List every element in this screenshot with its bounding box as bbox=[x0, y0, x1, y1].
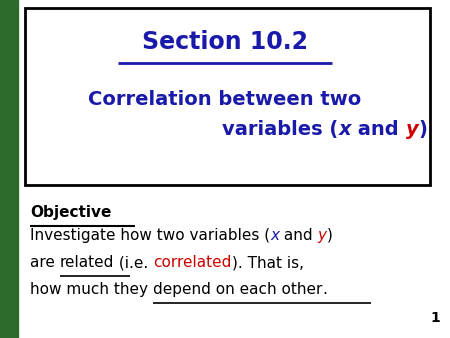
Text: ): ) bbox=[418, 120, 427, 139]
Bar bbox=[0, 0, 18, 338]
Text: Correlation between two: Correlation between two bbox=[88, 90, 362, 109]
Text: Section 10.2: Section 10.2 bbox=[142, 30, 308, 54]
Text: depend on each other: depend on each other bbox=[153, 282, 322, 297]
Text: x: x bbox=[339, 120, 351, 139]
FancyBboxPatch shape bbox=[25, 8, 430, 185]
Text: ). That is,: ). That is, bbox=[232, 255, 304, 270]
Text: and: and bbox=[279, 228, 318, 243]
Text: ): ) bbox=[327, 228, 333, 243]
Text: and: and bbox=[351, 120, 406, 139]
Text: variables (: variables ( bbox=[222, 120, 339, 139]
Text: y: y bbox=[318, 228, 327, 243]
Text: how much they: how much they bbox=[30, 282, 153, 297]
Text: Investigate how two variables (: Investigate how two variables ( bbox=[30, 228, 270, 243]
Text: correlated: correlated bbox=[153, 255, 232, 270]
Text: y: y bbox=[406, 120, 419, 139]
Text: x: x bbox=[270, 228, 279, 243]
Text: related: related bbox=[60, 255, 114, 270]
Text: Objective: Objective bbox=[30, 205, 112, 220]
Text: (i.e.: (i.e. bbox=[114, 255, 153, 270]
Text: .: . bbox=[322, 282, 327, 297]
Text: 1: 1 bbox=[430, 311, 440, 325]
Text: are: are bbox=[30, 255, 60, 270]
